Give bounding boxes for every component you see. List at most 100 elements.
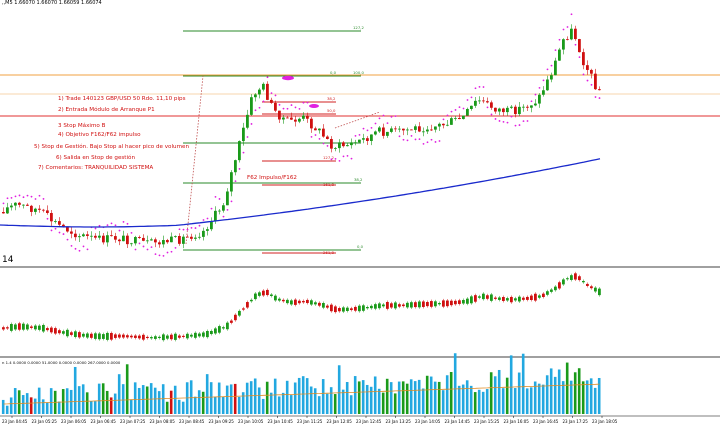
time-label: 23 Jan 07:25	[120, 419, 146, 424]
volume-bar	[237, 396, 241, 414]
sar-dot	[6, 197, 9, 200]
sar-dot	[138, 242, 141, 245]
osc-body	[462, 299, 465, 304]
osc-body	[42, 324, 45, 332]
time-label: 23 Jan 12:45	[356, 419, 382, 424]
osc-body	[22, 323, 25, 330]
osc-body	[198, 333, 201, 337]
sar-dot	[334, 158, 337, 160]
volume-bar	[481, 391, 485, 414]
sar-dot	[134, 248, 137, 251]
osc-body	[514, 298, 517, 301]
osc-body	[474, 295, 477, 302]
impulse-trendline	[185, 75, 204, 245]
annotation-3: 3 Stop Máximo B	[58, 122, 106, 129]
sar-dot	[526, 120, 529, 122]
candle-body	[422, 131, 425, 133]
candle-body	[430, 129, 433, 131]
volume-bar	[89, 400, 93, 414]
candle-body	[190, 236, 193, 239]
candle-body	[22, 204, 25, 206]
sar-dot	[386, 122, 389, 125]
sar-dot	[466, 99, 469, 101]
fib-label: 161,8	[323, 182, 334, 187]
osc-body	[506, 298, 509, 301]
sar-dot	[290, 104, 293, 106]
candle-body	[490, 102, 493, 108]
moving-average-line	[0, 158, 601, 228]
sar-dot	[378, 117, 381, 120]
volume-bar	[473, 392, 477, 414]
osc-body	[14, 324, 17, 330]
sar-dot	[590, 83, 593, 86]
candle-body	[146, 240, 149, 242]
candle-body	[330, 138, 333, 149]
osc-body	[142, 334, 145, 340]
volume-bar	[221, 396, 225, 414]
candle-body	[126, 235, 129, 245]
candle-body	[558, 49, 561, 61]
sar-dot	[178, 228, 181, 231]
oscillator-candles	[2, 271, 601, 342]
osc-body	[294, 299, 297, 305]
volume-bar	[257, 387, 261, 414]
osc-body	[90, 333, 93, 338]
volume-bar	[557, 369, 561, 414]
volume-bar	[209, 382, 213, 414]
osc-body	[386, 301, 389, 309]
candle-body	[30, 205, 33, 212]
candle-body	[350, 142, 353, 146]
sar-dot	[342, 155, 345, 158]
sar-dot	[338, 159, 341, 162]
volume-bar	[393, 393, 397, 414]
volume-bar	[93, 401, 97, 414]
sar-dot	[462, 107, 465, 110]
volume-bar	[301, 376, 305, 414]
osc-body	[18, 323, 21, 330]
sar-dot	[482, 86, 485, 88]
volume-bar	[505, 377, 509, 414]
sar-dot	[230, 200, 233, 203]
volume-bar	[309, 386, 313, 414]
fib-label: 127,2	[353, 25, 364, 30]
candle-body	[114, 236, 117, 240]
osc-body	[186, 333, 189, 339]
volume-bar	[385, 378, 389, 414]
candle-body	[206, 229, 209, 231]
sar-dot	[2, 202, 5, 205]
volume-bar	[77, 386, 81, 414]
candle-body	[186, 236, 189, 238]
sar-dot	[558, 38, 561, 41]
sar-dot	[582, 73, 585, 76]
annotation-1: 1) Trade 140123 GBP/USD 50 Rdo. 11,10 pi…	[58, 96, 186, 102]
osc-body	[542, 293, 545, 297]
volume-bar	[289, 395, 293, 414]
volume-bar	[553, 376, 557, 414]
candle-body	[66, 226, 69, 232]
osc-body	[282, 299, 285, 302]
sar-dot	[18, 194, 21, 197]
osc-body	[458, 300, 461, 304]
volume-bar	[417, 379, 421, 414]
volume-bar	[129, 399, 133, 414]
sar-dot	[154, 253, 157, 256]
candle-body	[454, 117, 457, 119]
volume-bar	[421, 388, 425, 414]
sar-dot	[66, 238, 69, 241]
sar-dot	[306, 101, 309, 104]
candle-body	[406, 129, 409, 131]
sar-dot	[78, 249, 81, 252]
candle-body	[86, 234, 89, 236]
time-label: 23 Jan 06:05	[61, 419, 87, 424]
candle-body	[550, 75, 553, 80]
volume-bar	[541, 384, 545, 414]
volume-bar	[565, 362, 569, 414]
candle-body	[62, 224, 65, 227]
volume-bar	[97, 383, 101, 414]
candle-body	[534, 103, 537, 106]
candle-body	[474, 100, 477, 106]
candle-body	[162, 240, 165, 245]
osc-body	[510, 296, 513, 303]
sar-dot	[398, 135, 401, 138]
